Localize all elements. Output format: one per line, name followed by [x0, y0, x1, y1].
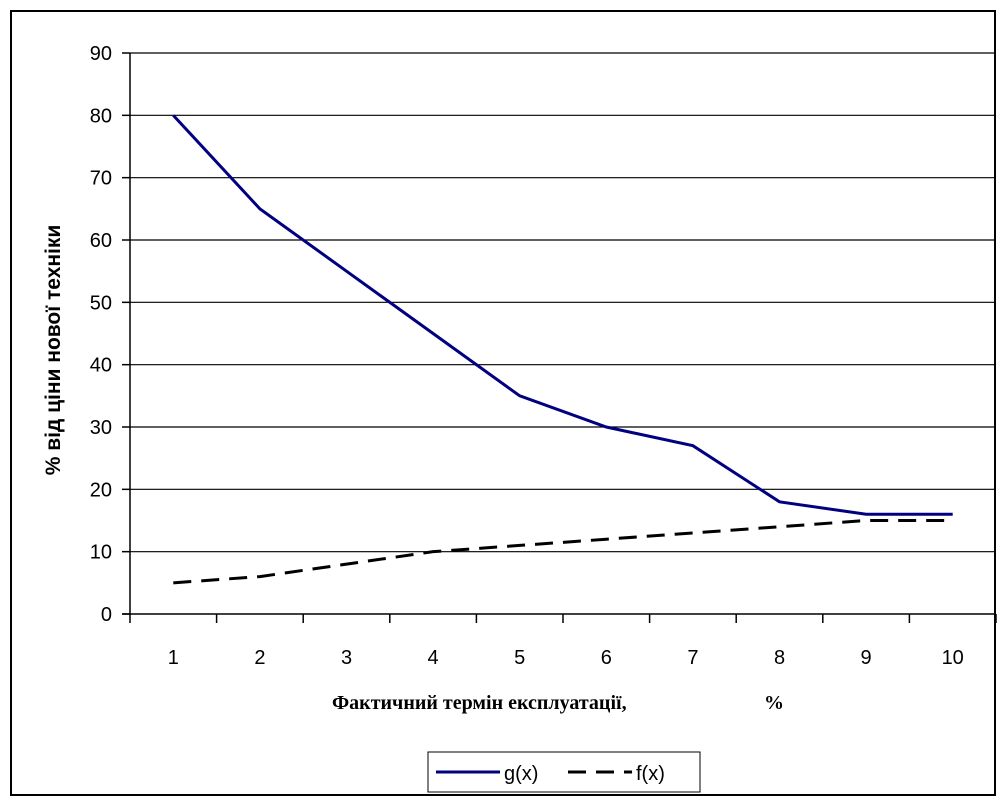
x-axis-label-main: Фактичний термін експлуатації,	[332, 692, 627, 714]
series-line-f	[173, 519, 953, 585]
x-tick-label: 1	[168, 647, 179, 669]
chart-frame	[10, 10, 996, 796]
x-tick-label: 8	[774, 647, 785, 669]
x-tick-label: 2	[254, 647, 265, 669]
y-tick-label: 50	[90, 292, 112, 314]
axes	[122, 53, 996, 615]
x-axis-label-unit: %	[764, 692, 784, 714]
y-tick-label: 10	[90, 542, 112, 564]
y-tick-label: 40	[90, 355, 112, 377]
x-tick-label: 9	[861, 647, 872, 669]
y-tick-label: 30	[90, 417, 112, 439]
y-tick-label: 20	[90, 479, 112, 501]
x-tick-label: 5	[514, 647, 525, 669]
y-tick-label: 90	[90, 43, 112, 65]
y-axis-label: % від ціни нової техніки	[42, 225, 65, 476]
x-tick-label: 6	[601, 647, 612, 669]
legend: g(x) f(x)	[427, 751, 701, 793]
legend-label-g: g(x)	[504, 763, 538, 785]
y-tick-label: 70	[90, 168, 112, 190]
x-ticks: 1 2 3 4 5 6 7 8 9 10	[129, 614, 997, 669]
legend-label-f: f(x)	[636, 763, 665, 785]
y-tick-label: 60	[90, 230, 112, 252]
x-axis-label: Фактичний термін експлуатації, %	[332, 692, 784, 714]
x-tick-label: 3	[341, 647, 352, 669]
x-tick-label: 10	[942, 647, 964, 669]
series-line-g	[172, 114, 953, 516]
gridlines	[130, 52, 996, 553]
x-tick-label: 7	[687, 647, 698, 669]
y-tick-label: 80	[90, 105, 112, 127]
series-lines	[172, 114, 953, 585]
y-tick-label: 0	[101, 604, 112, 626]
y-ticks: 0 10 20 30 40 50 60 70 80 90	[90, 43, 130, 626]
x-tick-label: 4	[428, 647, 439, 669]
